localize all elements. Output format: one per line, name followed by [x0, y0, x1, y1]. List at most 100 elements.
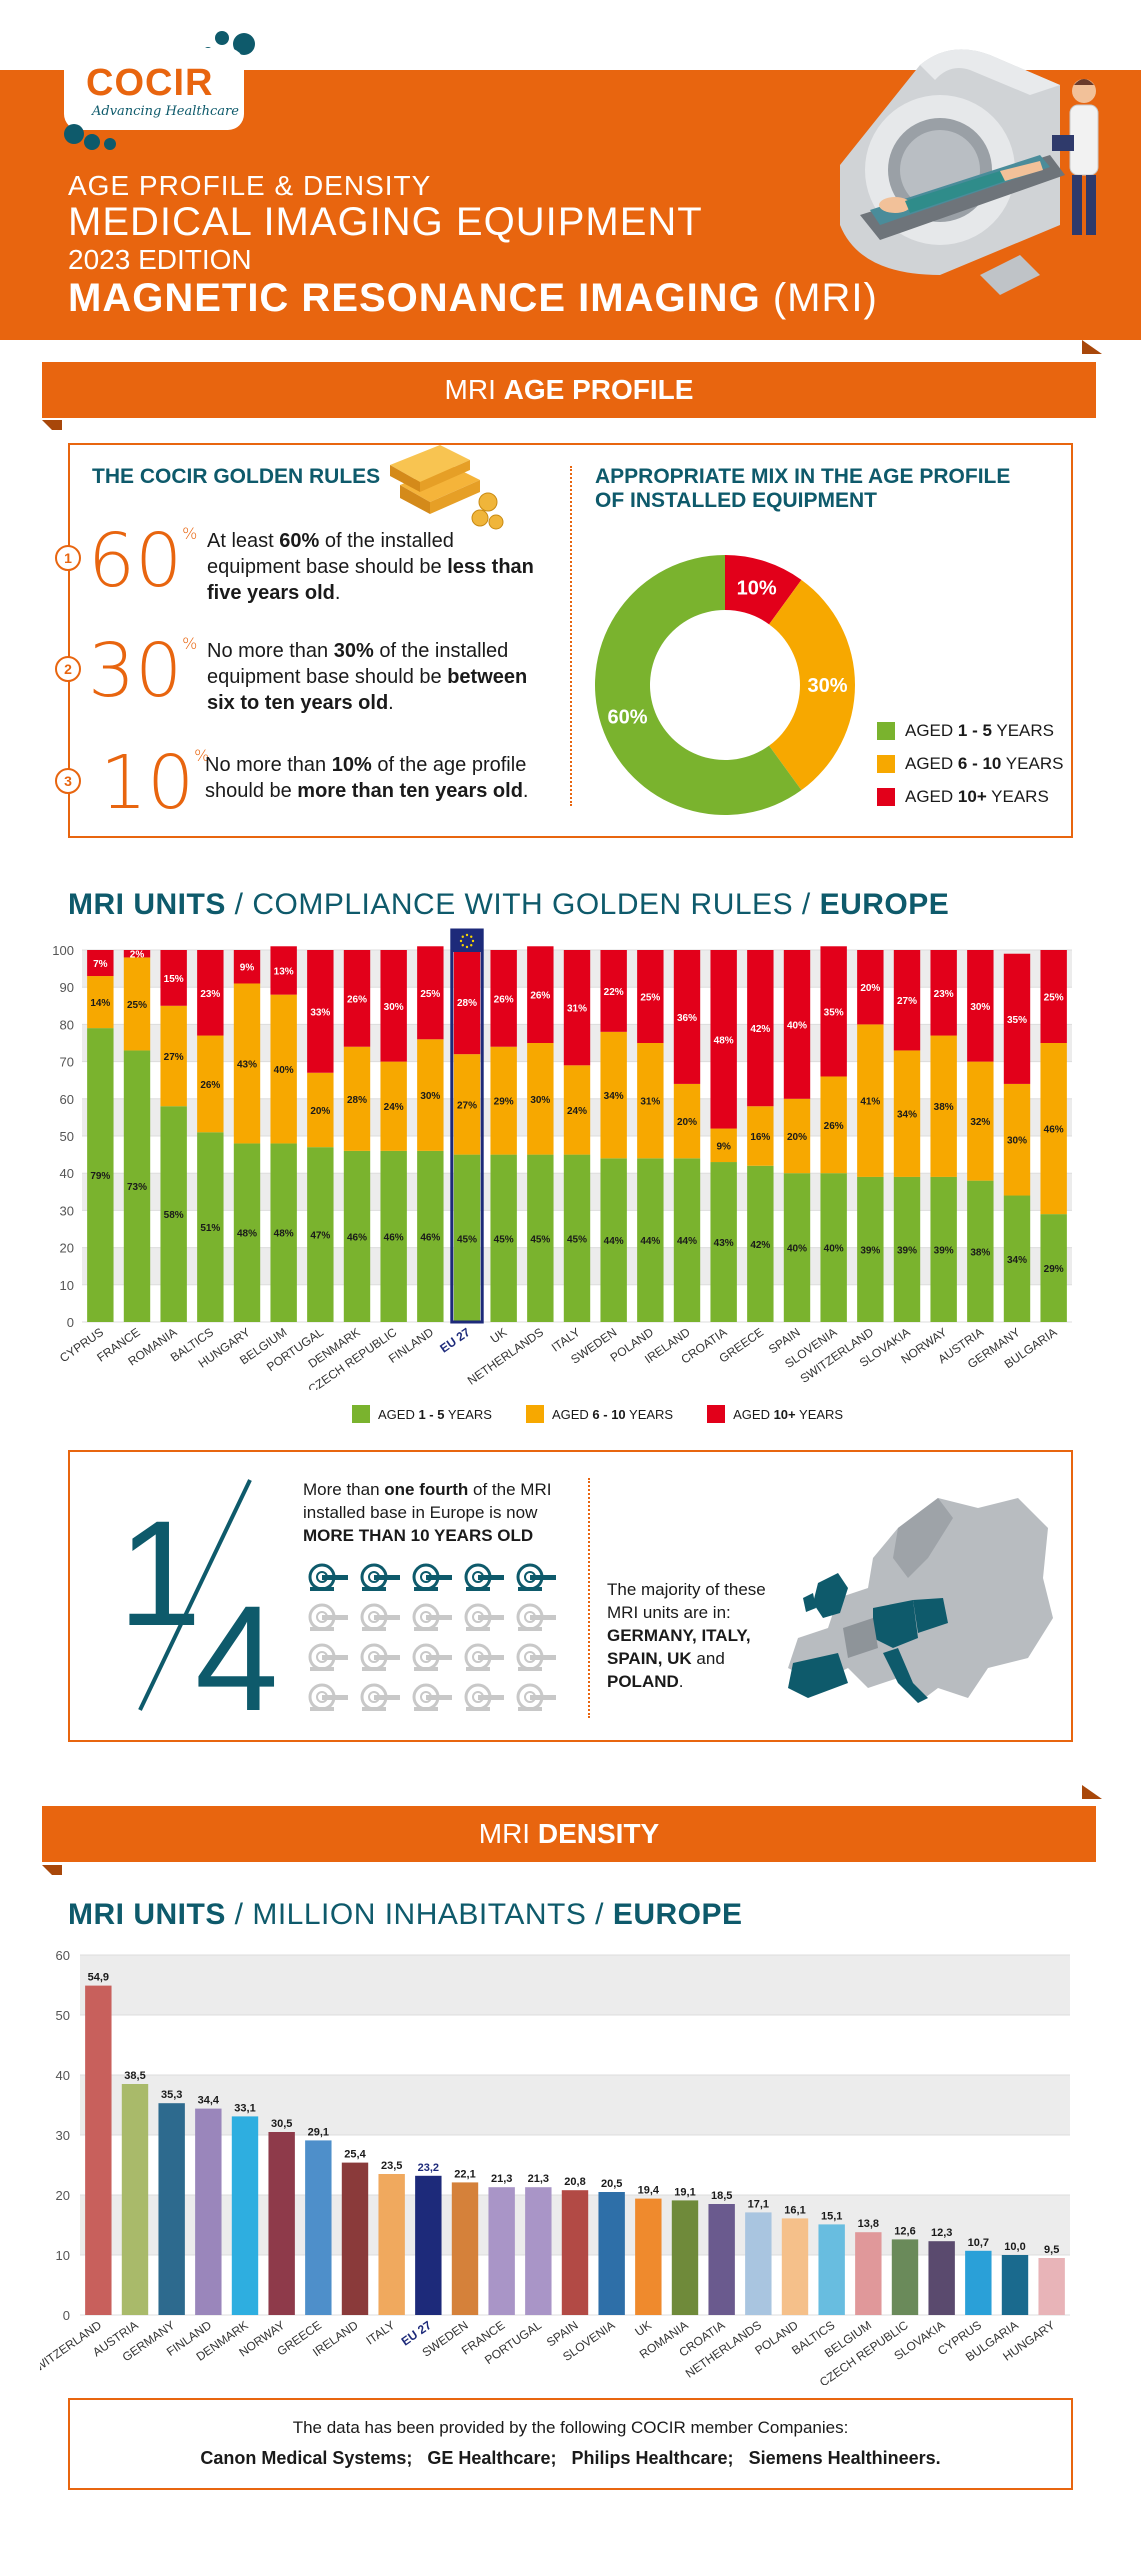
majority-statement: The majority of these MRI units are in: …	[607, 1580, 766, 1691]
y-tick-label: 20	[60, 1241, 74, 1256]
bar-segment	[673, 1158, 701, 1322]
mri-base	[414, 1627, 438, 1631]
rule-3-badge: 3	[55, 768, 81, 794]
bar-segment	[527, 946, 554, 1043]
mri-table	[374, 1655, 400, 1660]
bar-value-label: 20%	[787, 1132, 807, 1143]
bar-value-label: 39%	[897, 1245, 917, 1256]
mri-table	[374, 1575, 400, 1580]
header-line-1: AGE PROFILE & DENSITY	[68, 170, 432, 201]
y-tick-label: 0	[63, 2308, 70, 2323]
bar-segment	[710, 1162, 737, 1322]
bar-segment	[417, 1150, 444, 1322]
mri-base	[362, 1667, 386, 1671]
bar-value-label: 46%	[1044, 1125, 1064, 1136]
bar-segment	[1003, 953, 1031, 1084]
bar-segment	[343, 1046, 371, 1151]
bar-value-label: 43%	[714, 1238, 734, 1249]
bar-segment	[380, 1150, 407, 1322]
bar-segment	[490, 1046, 517, 1155]
x-tick-label: UK	[632, 2318, 654, 2339]
bar-value-label: 26%	[824, 1121, 844, 1132]
mri-unit-icon	[464, 1603, 504, 1631]
bar-value-label: 40%	[787, 1020, 807, 1031]
bar-segment	[527, 1154, 554, 1322]
bar-segment	[783, 1173, 811, 1322]
bar-segment	[857, 950, 884, 1025]
bar-value-label: 31%	[567, 1004, 587, 1015]
rule-3-value: 10%	[100, 740, 210, 826]
mri-base	[310, 1587, 334, 1591]
mix-legend-item: AGED 6 - 10 YEARS	[877, 747, 1063, 780]
rule-1-text: At least 60% of the installed equipment …	[207, 530, 534, 604]
density-value-label: 30,5	[271, 2118, 292, 2130]
bar-segment	[527, 1043, 554, 1155]
y-tick-label: 10	[56, 2248, 70, 2263]
bar-value-label: 45%	[567, 1234, 587, 1245]
mix-legend-item: AGED 1 - 5 YEARS	[877, 714, 1063, 747]
density-bar	[488, 2187, 515, 2315]
bar-value-label: 27%	[457, 1100, 477, 1111]
bar-segment	[563, 950, 591, 1066]
bar-value-label: 46%	[384, 1232, 404, 1243]
mri-base	[466, 1707, 490, 1711]
bar-value-label: 48%	[714, 1035, 734, 1046]
mri-base	[362, 1707, 386, 1711]
amber-swatch	[877, 754, 895, 773]
bar-value-label: 14%	[90, 998, 110, 1009]
bar-value-label: 30%	[1007, 1136, 1027, 1147]
mri-unit-icon	[360, 1563, 400, 1591]
y-tick-label: 100	[52, 943, 74, 958]
mri-table	[322, 1655, 348, 1660]
mri-table	[426, 1695, 452, 1700]
mri-table	[374, 1695, 400, 1700]
bar-segment	[930, 1176, 957, 1322]
mri-table	[322, 1615, 348, 1620]
bar-segment	[233, 1143, 261, 1322]
rule-1-badge: 1	[55, 545, 81, 571]
density-bar	[121, 2084, 149, 2315]
mri-unit-icon	[412, 1643, 452, 1671]
bar-value-label: 30%	[970, 1002, 990, 1013]
y-tick-label: 0	[67, 1315, 74, 1330]
y-tick-label: 50	[60, 1129, 74, 1144]
rule-2-text: No more than 30% of the installed equipm…	[207, 640, 528, 714]
bar-segment	[343, 1150, 371, 1322]
rule-1-value: 60%	[88, 518, 198, 604]
compliance-legend-item: AGED 10+ YEARS	[707, 1405, 843, 1423]
bar-segment	[747, 1165, 774, 1322]
mri-table	[530, 1655, 556, 1660]
footer-intro: The data has been provided by the follow…	[292, 2418, 849, 2437]
mri-table	[426, 1575, 452, 1580]
donut-slice-label: 10%	[737, 578, 777, 600]
mri-unit-icon	[360, 1683, 400, 1711]
bar-value-label: 47%	[310, 1231, 330, 1242]
bar-value-label: 38%	[970, 1247, 990, 1258]
bar-segment	[747, 950, 774, 1107]
bar-value-label: 26%	[347, 994, 367, 1005]
bar-segment	[673, 1083, 701, 1159]
bar-value-label: 30%	[420, 1091, 440, 1102]
mri-base	[414, 1667, 438, 1671]
header-title-tail: (MRI)	[772, 276, 878, 320]
bar-segment	[270, 946, 297, 995]
y-tick-label: 90	[60, 980, 74, 995]
bar-value-label: 41%	[860, 1097, 880, 1108]
density-value-label: 34,4	[198, 2095, 220, 2107]
density-value-label: 38,5	[124, 2070, 145, 2082]
donut-slice	[769, 579, 855, 791]
fraction-numerator: 1	[118, 1489, 201, 1657]
mri-base	[362, 1587, 386, 1591]
bar-value-label: 20%	[860, 983, 880, 994]
mri-base	[518, 1587, 542, 1591]
density-bar	[928, 2241, 955, 2315]
quarter-divider	[588, 1478, 590, 1718]
density-bar	[341, 2162, 369, 2315]
density-bar	[268, 2132, 295, 2315]
y-tick-label: 40	[60, 1166, 74, 1181]
density-title: MRI UNITS / MILLION INHABITANTS / EUROPE	[68, 1898, 743, 1931]
density-value-label: 19,4	[638, 2185, 660, 2197]
bar-segment	[380, 1061, 407, 1151]
mri-base	[466, 1627, 490, 1631]
bar-value-label: 58%	[164, 1210, 184, 1221]
